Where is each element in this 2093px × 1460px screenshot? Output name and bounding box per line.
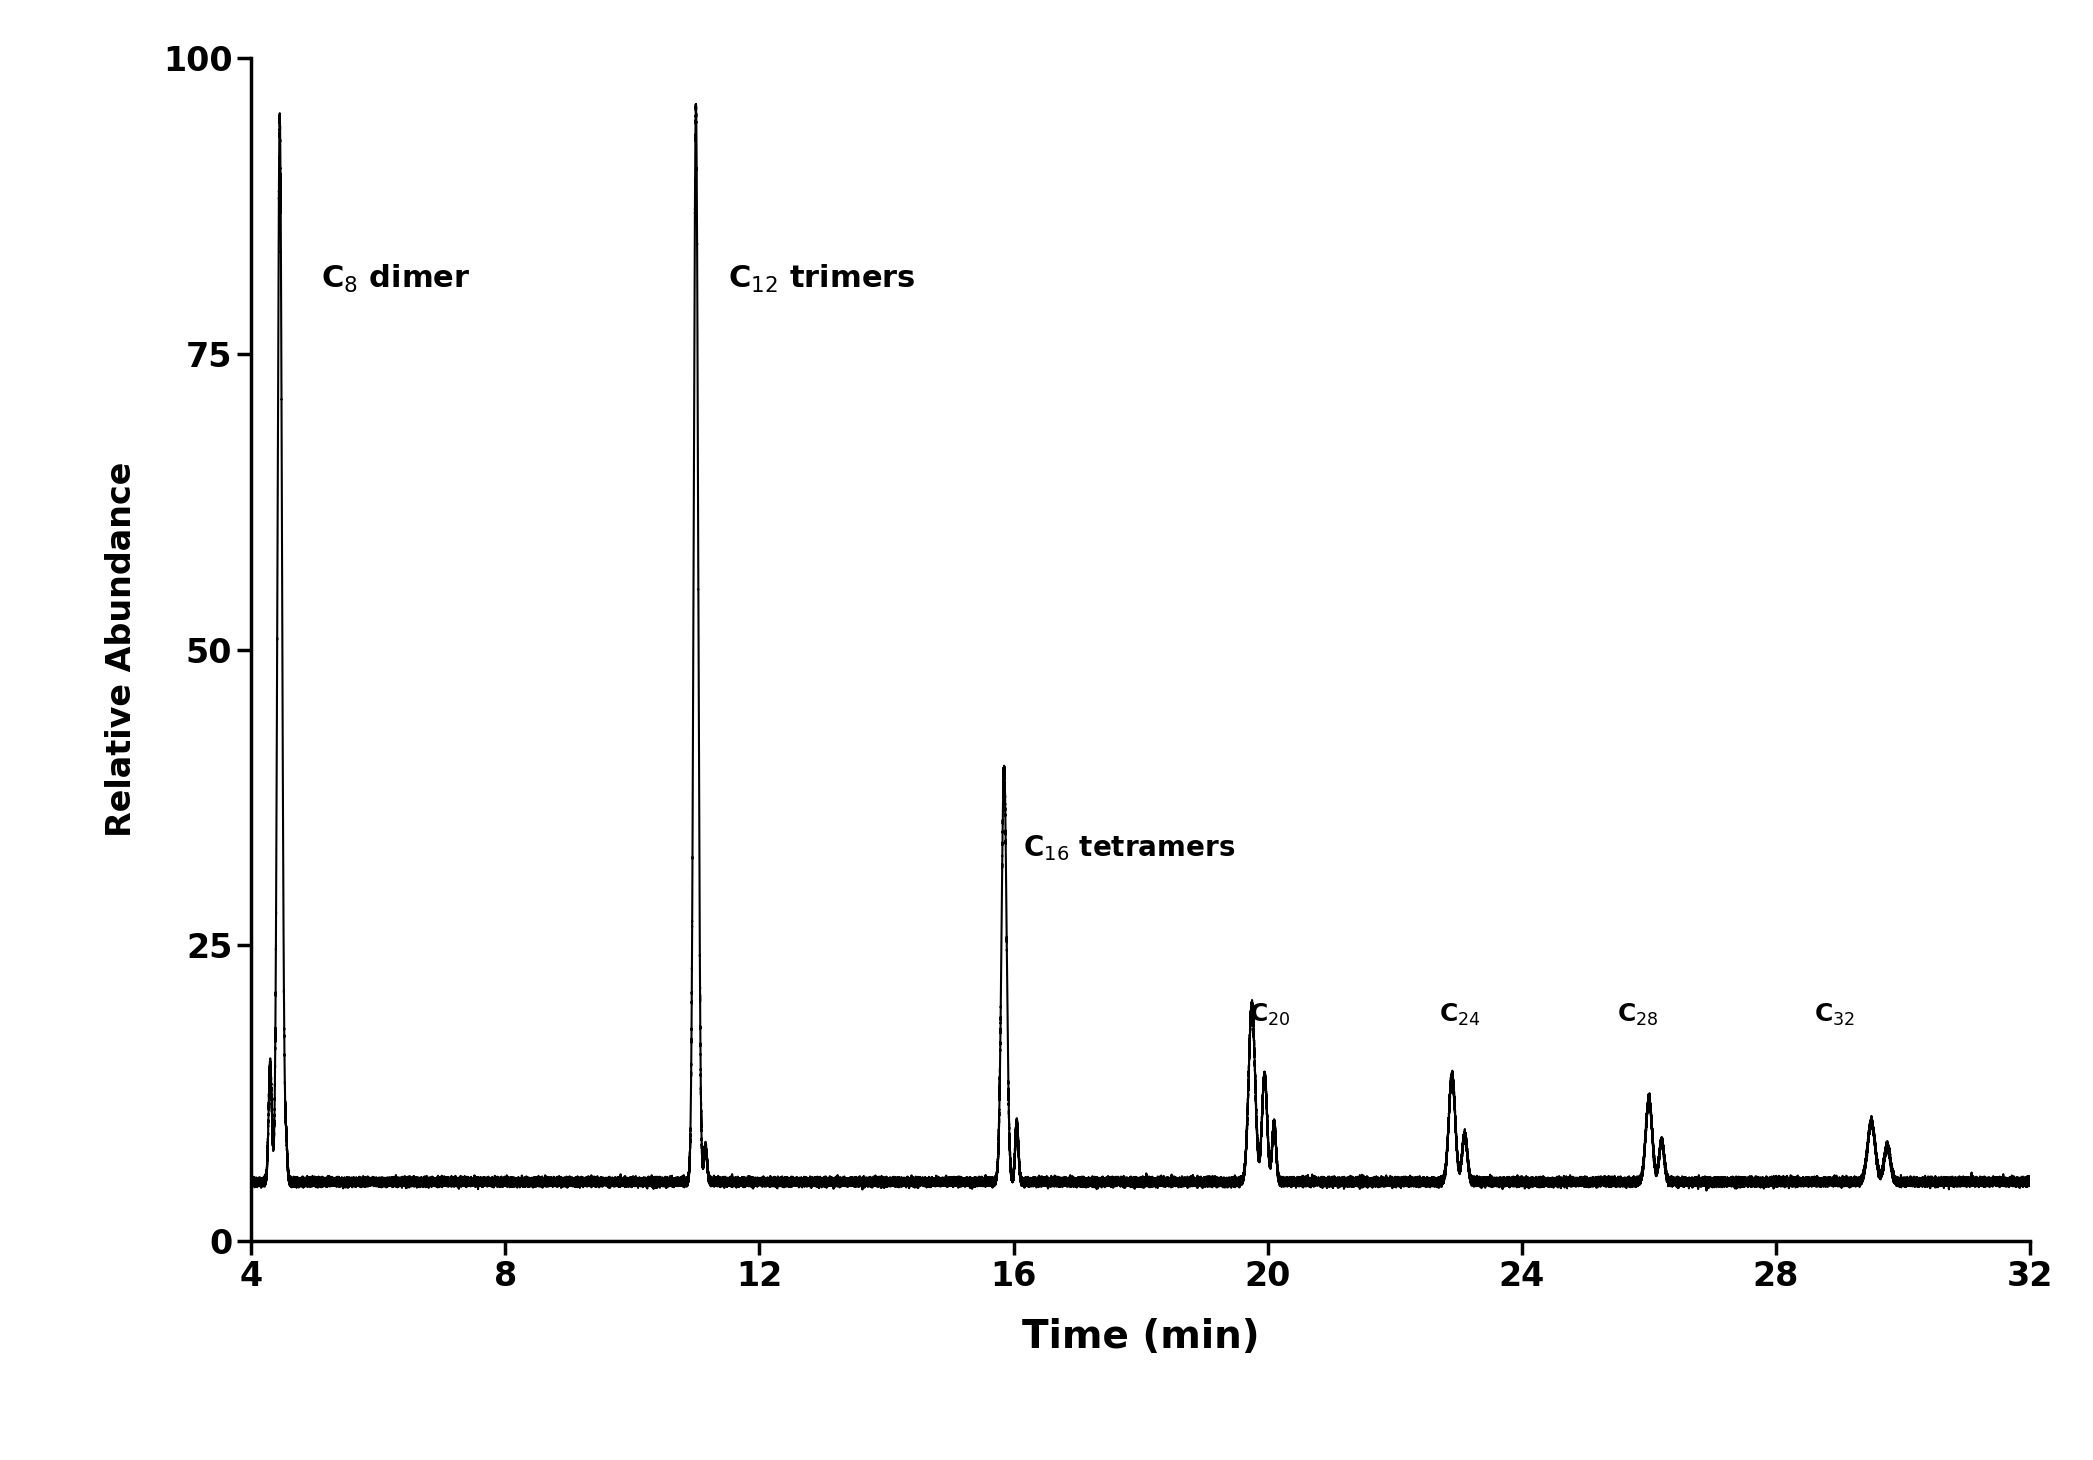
X-axis label: Time (min): Time (min) — [1021, 1318, 1260, 1356]
Text: C$_{12}$ trimers: C$_{12}$ trimers — [728, 263, 915, 295]
Text: C$_{28}$: C$_{28}$ — [1618, 1002, 1660, 1028]
Text: C$_{16}$ tetramers: C$_{16}$ tetramers — [1023, 832, 1235, 863]
Text: C$_{24}$: C$_{24}$ — [1440, 1002, 1482, 1028]
Y-axis label: Relative Abundance: Relative Abundance — [105, 461, 138, 838]
Text: C$_8$ dimer: C$_8$ dimer — [320, 263, 471, 295]
Text: C$_{32}$: C$_{32}$ — [1815, 1002, 1854, 1028]
Text: C$_{20}$: C$_{20}$ — [1250, 1002, 1289, 1028]
